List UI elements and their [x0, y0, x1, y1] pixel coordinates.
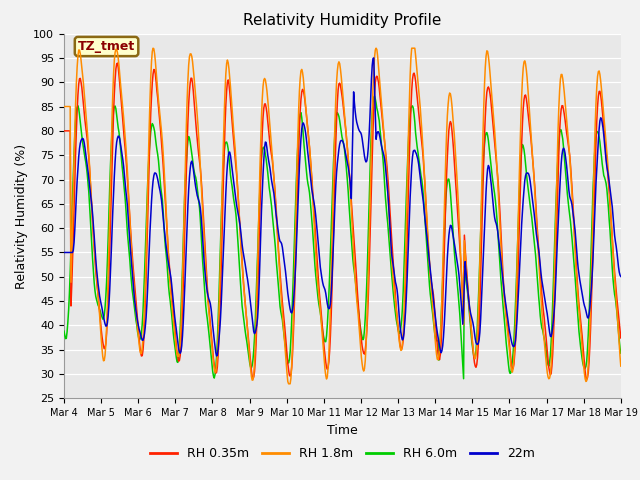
- X-axis label: Time: Time: [327, 424, 358, 437]
- Text: TZ_tmet: TZ_tmet: [78, 40, 135, 53]
- Y-axis label: Relativity Humidity (%): Relativity Humidity (%): [15, 144, 28, 288]
- Legend: RH 0.35m, RH 1.8m, RH 6.0m, 22m: RH 0.35m, RH 1.8m, RH 6.0m, 22m: [145, 442, 540, 465]
- Title: Relativity Humidity Profile: Relativity Humidity Profile: [243, 13, 442, 28]
